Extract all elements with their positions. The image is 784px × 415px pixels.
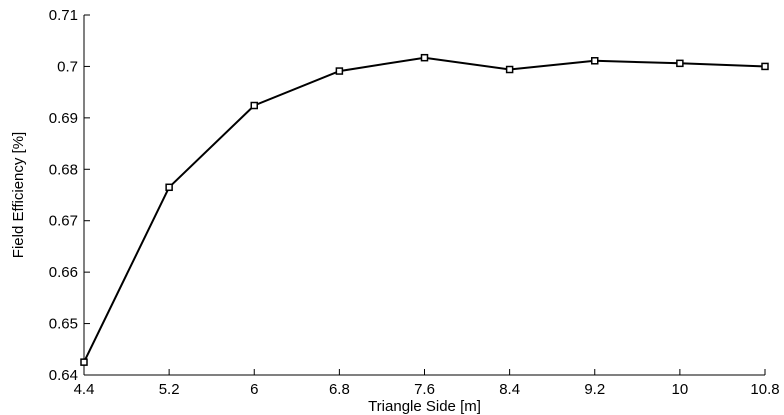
data-point — [250, 101, 258, 110]
y-tick-label: 0.66 — [49, 264, 78, 281]
y-tick-label: 0.69 — [49, 110, 78, 127]
data-point — [761, 62, 769, 71]
x-axis-label: Triangle Side [m] — [368, 398, 481, 415]
series-line — [83, 56, 766, 363]
data-point — [505, 65, 514, 74]
y-tick-label: 0.68 — [49, 161, 78, 178]
data-point — [165, 183, 173, 192]
x-tick-label: 9.2 — [584, 381, 605, 398]
y-tick-label: 0.67 — [49, 213, 78, 230]
y-tick-label: 0.7 — [57, 58, 78, 75]
y-axis-label: Field Efficiency [%] — [10, 132, 27, 258]
y-tick-label: 0.64 — [49, 367, 78, 384]
x-tick-label: 10 — [672, 381, 689, 398]
x-tick-label: 6.8 — [329, 381, 350, 398]
y-tick-label: 0.65 — [49, 316, 78, 333]
series-markers — [80, 53, 769, 366]
data-point — [591, 57, 599, 65]
y-tick-label: 0.71 — [49, 7, 78, 24]
x-axis-ticks: 4.4 5.2 6 6.8 7.6 8.4 9.2 10 10.8 — [74, 369, 780, 398]
x-tick-label: 5.2 — [159, 381, 180, 398]
y-axis-ticks: 0.64 0.65 0.66 0.67 0.68 0.69 0.7 0.71 — [49, 7, 90, 384]
data-point — [80, 358, 88, 366]
x-tick-label: 10.8 — [750, 381, 779, 398]
data-point — [335, 67, 344, 75]
x-tick-label: 8.4 — [499, 381, 520, 398]
x-tick-label: 7.6 — [414, 381, 435, 398]
data-point — [420, 53, 429, 62]
x-tick-label: 6 — [250, 381, 258, 398]
data-point — [676, 59, 684, 68]
x-tick-label: 4.4 — [74, 381, 95, 398]
